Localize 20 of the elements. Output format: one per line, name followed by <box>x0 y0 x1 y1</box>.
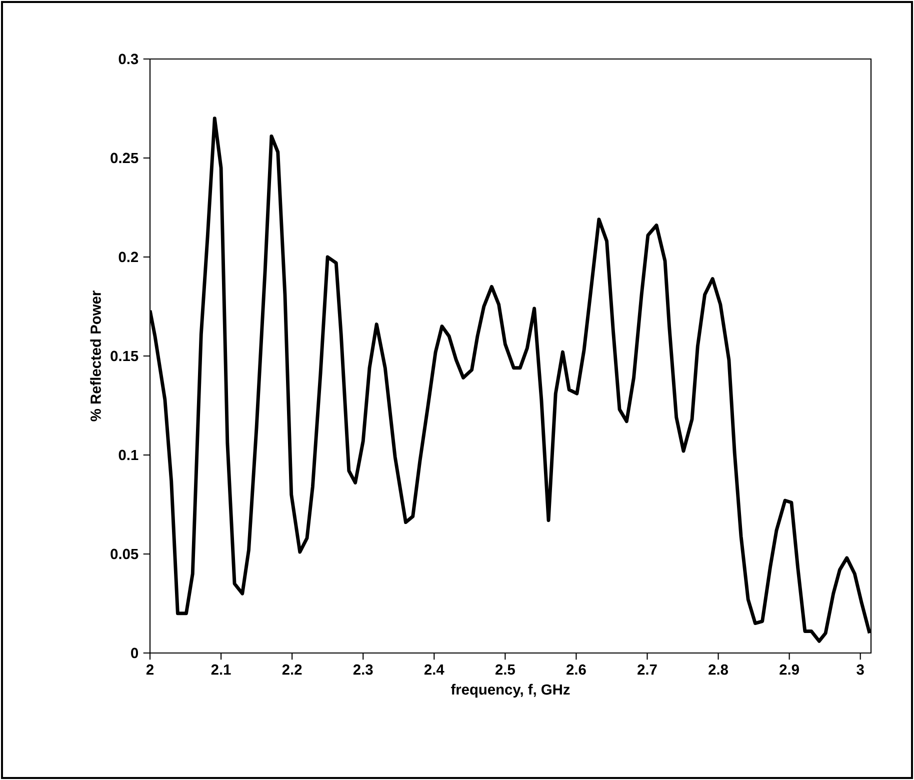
y-tick-label: 0.05 <box>110 548 138 560</box>
x-tick-label: 3 <box>856 664 864 675</box>
x-tick-label: 2 <box>146 664 154 675</box>
y-tick-label: 0.3 <box>118 54 138 64</box>
x-tick-label: 2.9 <box>780 664 799 675</box>
y-tick-label: 0.25 <box>110 152 138 164</box>
y-tick-label: 0 <box>131 648 138 658</box>
y-axis-title: % Reflected Power <box>90 290 101 422</box>
x-tick-label: 2.2 <box>282 664 302 675</box>
y-tick-label: 0.15 <box>110 350 138 362</box>
x-tick-label: 2.5 <box>495 664 515 675</box>
x-axis-title: frequency, f, GHz <box>450 684 570 698</box>
y-tick-label: 0.2 <box>118 252 138 262</box>
x-tick-label: 2.1 <box>211 664 231 675</box>
y-tick-label: 0.1 <box>118 450 138 460</box>
x-tick-label: 2.6 <box>566 664 586 675</box>
x-tick-label: 2.7 <box>638 664 657 675</box>
x-tick-label: 2.8 <box>708 664 728 675</box>
x-tick-label: 2.3 <box>353 664 373 675</box>
x-tick-label: 2.4 <box>424 664 444 675</box>
